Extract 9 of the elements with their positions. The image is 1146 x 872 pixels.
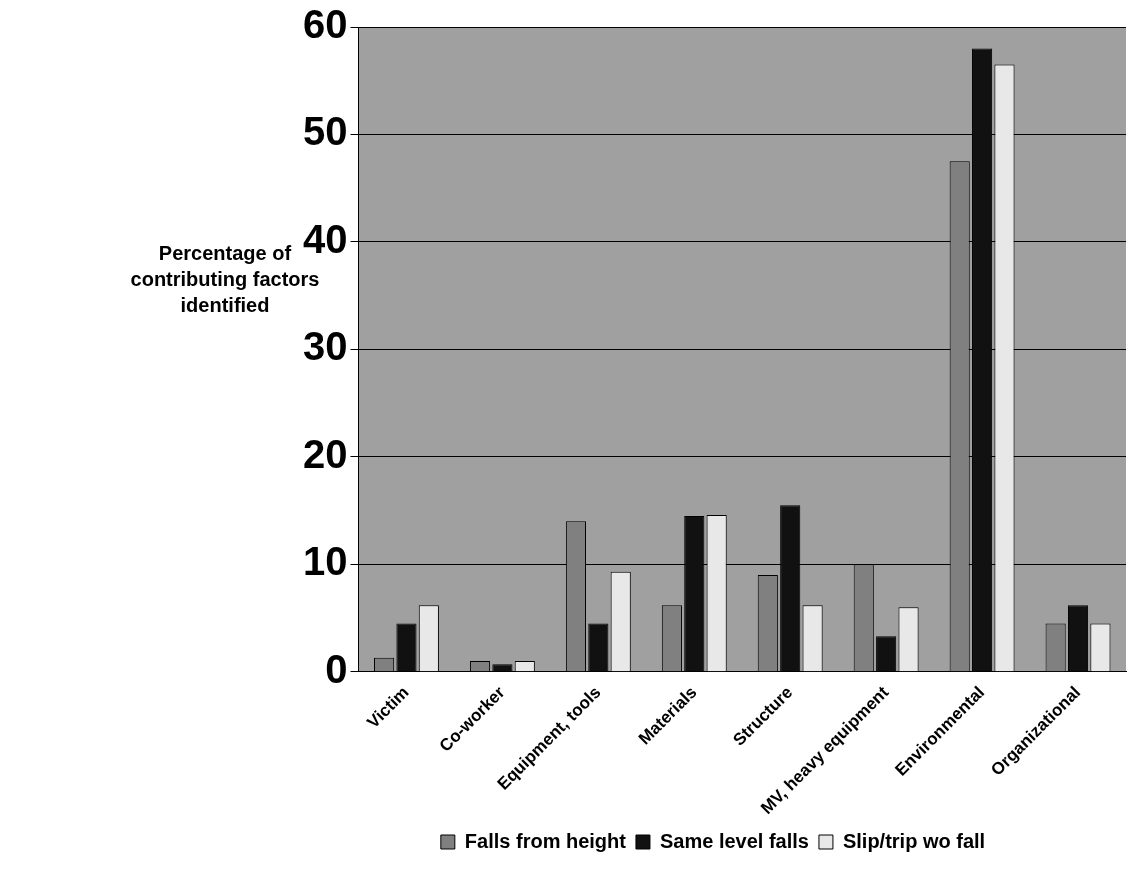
y-tick-label: 30 [302,324,348,369]
y-tick-label: 50 [302,109,348,154]
legend-label: Falls from height [464,829,627,852]
y-tick-label: 20 [302,431,348,476]
y-tick-label: 0 [325,646,348,691]
legend-label: Same level falls [659,829,809,852]
legend-label: Slip/trip wo fall [842,829,986,852]
y-tick-label: 10 [302,539,348,584]
y-tick-label: 60 [302,2,348,47]
